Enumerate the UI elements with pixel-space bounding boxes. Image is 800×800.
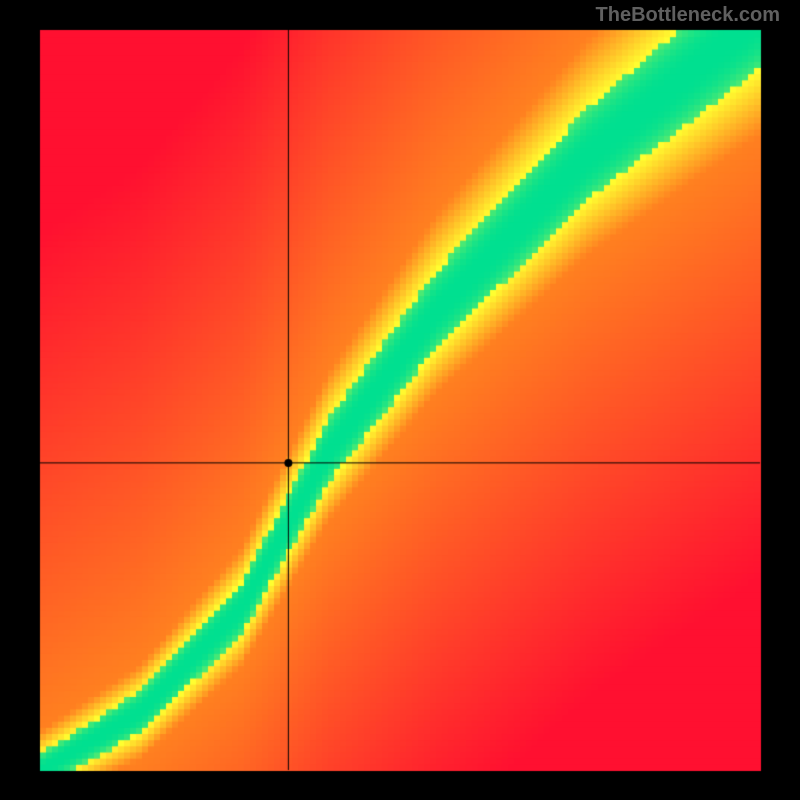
bottleneck-heatmap xyxy=(0,0,800,800)
attribution-text: TheBottleneck.com xyxy=(596,4,780,27)
chart-container: TheBottleneck.com xyxy=(0,0,800,800)
